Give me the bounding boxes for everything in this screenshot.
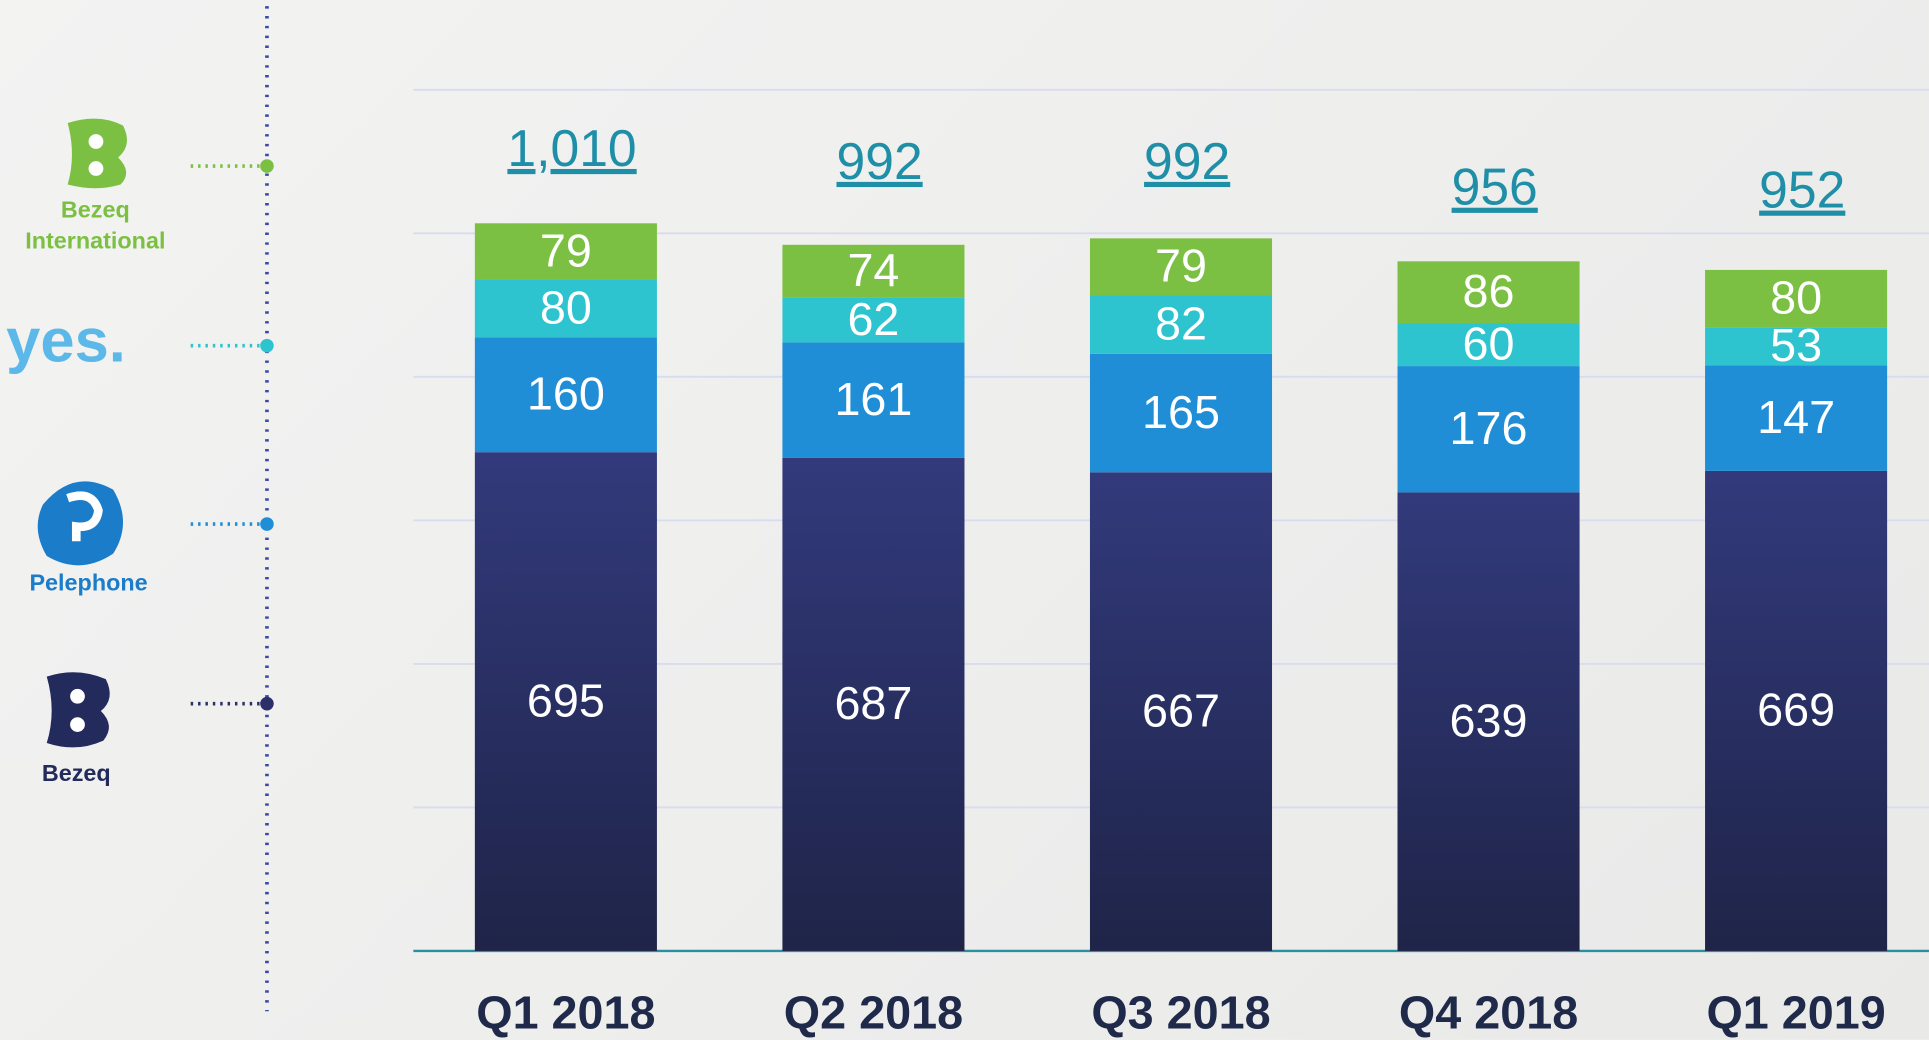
value-label: 695 bbox=[527, 674, 605, 726]
bar-segment bbox=[782, 342, 965, 458]
logos bbox=[37, 118, 127, 748]
legend-dot bbox=[260, 159, 274, 173]
value-label: 687 bbox=[834, 677, 912, 729]
value-label: 53 bbox=[1770, 319, 1822, 371]
total-label: 956 bbox=[1452, 158, 1538, 216]
value-label: 639 bbox=[1450, 694, 1528, 746]
bar-segment bbox=[782, 457, 965, 951]
value-label: 161 bbox=[834, 373, 912, 425]
value-label: 86 bbox=[1463, 265, 1515, 317]
total-label: 992 bbox=[836, 132, 922, 190]
total-label: 992 bbox=[1144, 132, 1230, 190]
logo-hole bbox=[70, 688, 85, 704]
bar-segment bbox=[1705, 327, 1888, 366]
bar-segment bbox=[474, 223, 657, 280]
legend-label: Pelephone bbox=[29, 570, 148, 597]
bar-segment bbox=[474, 452, 657, 951]
logo-hole bbox=[70, 717, 85, 732]
value-label: 669 bbox=[1757, 684, 1835, 736]
bar-segment bbox=[1705, 269, 1888, 328]
x-tick-label: Q1 2019 bbox=[1706, 986, 1885, 1038]
value-label: 60 bbox=[1463, 317, 1515, 369]
bar-segment bbox=[1089, 353, 1273, 473]
value-label: 74 bbox=[847, 244, 899, 296]
value-label: 79 bbox=[1155, 240, 1207, 292]
legend-dot bbox=[260, 696, 274, 711]
bar-segment bbox=[1089, 238, 1273, 296]
x-tick-label: Q2 2018 bbox=[784, 986, 963, 1038]
legend-label: yes. bbox=[6, 306, 126, 376]
value-label: 667 bbox=[1142, 684, 1220, 736]
bar-segment bbox=[1705, 365, 1888, 471]
total-label: 1,010 bbox=[507, 119, 636, 177]
logo bbox=[46, 672, 110, 748]
bar-segment bbox=[782, 244, 965, 298]
legend-dot bbox=[260, 338, 274, 353]
bar-segment bbox=[782, 297, 965, 343]
bar-segment bbox=[1397, 323, 1580, 367]
logo-hole bbox=[88, 161, 104, 176]
bar-segment bbox=[474, 337, 657, 453]
x-tick-label: Q1 2018 bbox=[476, 986, 655, 1038]
value-label: 165 bbox=[1142, 386, 1220, 438]
bar-segment bbox=[1089, 295, 1273, 354]
bar-segment bbox=[1397, 366, 1580, 493]
value-label: 62 bbox=[847, 293, 899, 345]
total-label: 952 bbox=[1759, 161, 1845, 219]
bar-segment bbox=[1397, 492, 1580, 951]
logo bbox=[67, 118, 127, 189]
x-tick-label: Q4 2018 bbox=[1399, 986, 1578, 1038]
logo-hole bbox=[88, 134, 104, 149]
bar-segment bbox=[1397, 261, 1580, 324]
bar-segment bbox=[1705, 470, 1888, 951]
legend-label: Bezeq International bbox=[25, 198, 166, 255]
value-label: 82 bbox=[1155, 297, 1207, 349]
value-label: 79 bbox=[540, 224, 592, 276]
value-label: 80 bbox=[1770, 271, 1822, 323]
bar-segment bbox=[1089, 472, 1273, 951]
legend-dot bbox=[260, 517, 274, 531]
x-tick-label: Q3 2018 bbox=[1091, 986, 1270, 1038]
logo-mark bbox=[66, 491, 103, 542]
value-label: 176 bbox=[1450, 402, 1528, 454]
legend-label: Bezeq bbox=[41, 761, 111, 788]
value-label: 80 bbox=[540, 281, 592, 333]
value-label: 147 bbox=[1757, 391, 1835, 443]
value-label: 160 bbox=[527, 368, 605, 420]
bar-segment bbox=[474, 279, 657, 338]
